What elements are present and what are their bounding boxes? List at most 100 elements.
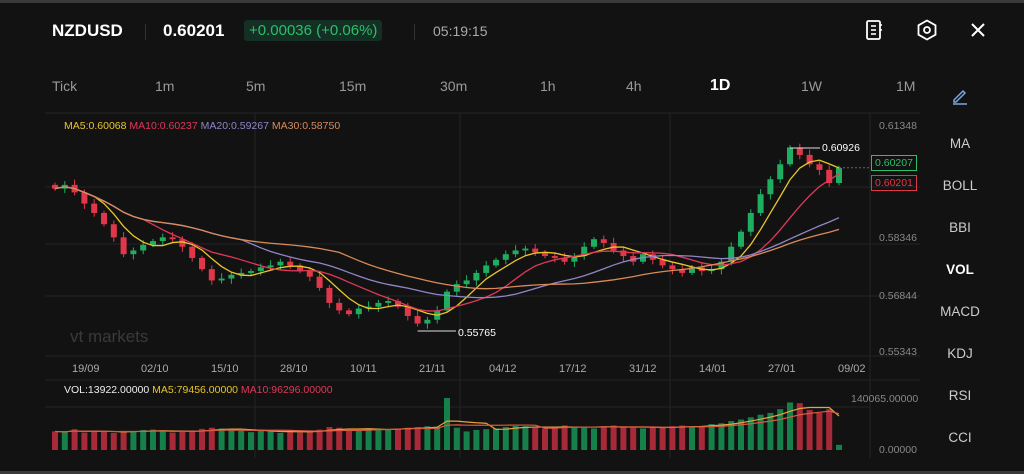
- volume-bar: [130, 431, 137, 450]
- date-label: 27/01: [768, 363, 796, 375]
- high-price-label: 0.60926: [822, 142, 860, 154]
- volume-bar: [698, 425, 705, 450]
- candle-body: [208, 269, 215, 281]
- volume-value: VOL:13922.00000: [64, 384, 150, 396]
- volume-bar: [581, 427, 588, 450]
- volume-bar: [787, 402, 793, 450]
- candle-body: [150, 241, 156, 245]
- low-price-label: 0.55765: [458, 327, 496, 339]
- volume-bar: [483, 429, 490, 450]
- candle-body: [81, 192, 88, 204]
- volume-bar: [532, 427, 539, 450]
- volume-bar: [424, 426, 431, 450]
- candle-body: [493, 259, 499, 266]
- ma20-value: MA20:0.59267: [200, 120, 269, 132]
- close-icon[interactable]: [966, 18, 990, 42]
- volume-bar: [767, 412, 774, 450]
- tab-1m[interactable]: 1m: [155, 78, 175, 94]
- tab-tick[interactable]: Tick: [52, 78, 78, 94]
- candle-body: [130, 250, 137, 255]
- date-label: 14/01: [699, 363, 727, 375]
- price-axis-label: 0.61348: [879, 120, 917, 132]
- candle-body: [277, 261, 284, 266]
- tab-4h[interactable]: 4h: [626, 78, 642, 94]
- volume-bar: [463, 431, 470, 450]
- candle-body: [101, 212, 107, 225]
- volume-bar: [228, 429, 235, 450]
- volume-bar: [306, 430, 313, 450]
- candle-body: [532, 248, 539, 253]
- candle-body: [110, 224, 117, 238]
- volume-bar: [395, 428, 401, 450]
- candle-body: [787, 147, 793, 165]
- volume-bar: [179, 431, 186, 450]
- volume-bar: [404, 427, 411, 450]
- volume-bar: [81, 432, 88, 450]
- volume-bar: [52, 431, 58, 450]
- volume-bar: [326, 426, 333, 450]
- indicator-rsi[interactable]: RSI: [948, 388, 972, 403]
- candle-body: [395, 301, 401, 307]
- volume-bar: [336, 427, 343, 450]
- candle-body: [287, 261, 294, 266]
- volume-legend: VOL:13922.00000 MA5:79456.00000 MA10:962…: [64, 384, 333, 396]
- candle-body: [591, 239, 597, 247]
- tab-15m[interactable]: 15m: [339, 78, 367, 94]
- volume-bar: [316, 429, 323, 450]
- volume-bar: [444, 398, 450, 450]
- indicator-boll[interactable]: BOLL: [942, 178, 978, 193]
- tab-1w[interactable]: 1W: [801, 78, 822, 94]
- settings-hexagon-icon[interactable]: [915, 18, 939, 42]
- notebook-icon[interactable]: [862, 18, 886, 42]
- ma30-line: [54, 186, 840, 290]
- volume-bar: [620, 426, 627, 450]
- candle-body: [816, 164, 823, 170]
- candle-body: [297, 265, 303, 272]
- indicator-bbi[interactable]: BBI: [949, 220, 971, 235]
- indicator-cci[interactable]: CCI: [948, 430, 972, 445]
- ma5-line: [54, 159, 840, 316]
- candle-body: [365, 306, 372, 309]
- candle-body: [502, 254, 509, 260]
- candle-body: [806, 154, 813, 165]
- volume-bar: [277, 432, 284, 450]
- volume-bar: [806, 409, 813, 450]
- volume-bar: [150, 429, 156, 450]
- candle-body: [169, 237, 176, 240]
- volume-bar: [728, 421, 735, 450]
- indicator-vol[interactable]: VOL: [946, 262, 974, 277]
- tab-1d[interactable]: 1D: [710, 77, 731, 94]
- indicator-kdj[interactable]: KDJ: [947, 346, 973, 361]
- candle-body: [91, 203, 98, 213]
- volume-bar: [757, 414, 764, 450]
- candle-body: [120, 237, 127, 255]
- tab-30m[interactable]: 30m: [440, 78, 468, 94]
- ma30-value: MA30:0.58750: [271, 120, 341, 132]
- volume-bar: [493, 428, 499, 450]
- tab-1m-month[interactable]: 1M: [896, 78, 916, 94]
- candle-body: [385, 301, 392, 303]
- tab-1h[interactable]: 1h: [540, 78, 556, 94]
- volume-bar: [199, 428, 205, 450]
- volume-bar: [591, 428, 597, 450]
- indicator-macd[interactable]: MACD: [940, 304, 980, 319]
- price-axis-label: 0.58346: [879, 232, 917, 244]
- candle-body: [346, 310, 352, 315]
- volume-axis-label: 0.00000: [879, 444, 917, 456]
- draw-pen-icon[interactable]: [950, 86, 970, 106]
- candle-body: [404, 306, 411, 317]
- candle-body: [355, 308, 362, 315]
- indicator-ma[interactable]: MA: [949, 136, 971, 151]
- candle-body: [757, 194, 764, 213]
- candle-body: [306, 271, 313, 277]
- volume-bar: [659, 427, 666, 450]
- candle-body: [512, 250, 519, 255]
- candle-body: [571, 256, 578, 262]
- price-change-badge: +0.00036 (+0.06%): [244, 20, 383, 41]
- volume-bar: [542, 428, 548, 450]
- volume-bar: [708, 424, 715, 450]
- candle-body: [414, 316, 421, 324]
- tab-5m[interactable]: 5m: [246, 78, 266, 94]
- date-label: 31/12: [629, 363, 657, 375]
